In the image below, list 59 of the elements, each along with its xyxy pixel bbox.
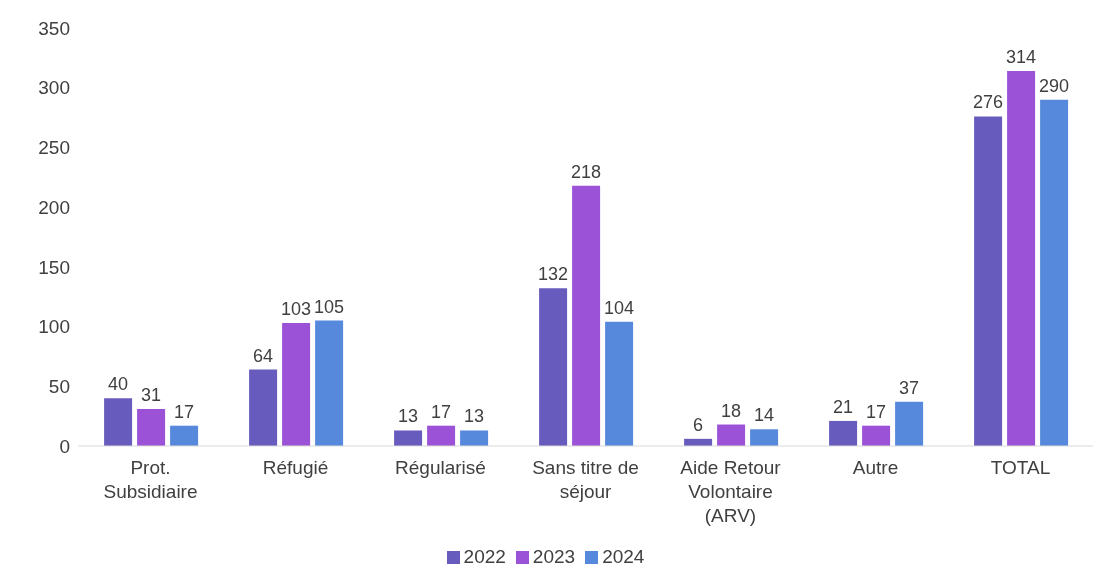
bar: [104, 398, 133, 446]
y-tick-label: 350: [38, 17, 70, 39]
bar: [572, 185, 601, 446]
bar: [750, 429, 779, 446]
bar: [1007, 70, 1036, 446]
bar: [1040, 99, 1069, 446]
bar: [427, 425, 456, 446]
data-label: 290: [1039, 75, 1070, 96]
data-label: 103: [281, 298, 312, 319]
bar: [862, 425, 891, 446]
legend-label: 2023: [532, 546, 576, 567]
data-label: 132: [538, 264, 569, 285]
data-label: 17: [866, 401, 887, 422]
y-tick-label: 150: [38, 256, 70, 278]
data-label: 13: [464, 406, 485, 427]
bar: [460, 430, 489, 446]
data-label: 104: [604, 297, 635, 318]
data-label: 37: [899, 377, 920, 398]
bar: [394, 430, 423, 446]
data-label: 17: [174, 401, 195, 422]
data-label: 40: [108, 374, 129, 395]
data-label: 13: [398, 406, 419, 427]
y-tick-label: 300: [38, 77, 70, 99]
y-tick-label: 250: [38, 137, 70, 159]
y-tick-label: 50: [48, 376, 70, 398]
bar: [137, 408, 166, 446]
y-tick-label: 100: [38, 316, 70, 338]
x-tick-label: Autre: [852, 457, 899, 478]
data-label: 276: [973, 92, 1004, 113]
bar: [895, 401, 924, 446]
x-tick-label: Réfugié: [262, 457, 329, 478]
bar: [315, 320, 344, 446]
bar: [170, 425, 199, 446]
x-tick-label: TOTAL: [990, 457, 1051, 478]
data-label: 14: [754, 405, 775, 426]
y-tick-label: 200: [38, 196, 70, 218]
legend-label: 2024: [602, 546, 645, 567]
legend-label: 2022: [463, 546, 506, 567]
data-label: 105: [314, 296, 345, 317]
data-label: 6: [693, 414, 704, 435]
bar: [539, 288, 568, 446]
x-tick-label: Aide Retour Volontaire (ARV): [680, 457, 782, 526]
bar: [249, 369, 278, 446]
bar: [282, 322, 311, 446]
data-label: 17: [431, 401, 452, 422]
bar: [974, 116, 1003, 446]
y-tick-label: 0: [59, 435, 70, 457]
x-tick-label: Prot. Subsidiaire: [103, 457, 198, 502]
x-tick-label: Sans titre de séjour: [532, 457, 639, 502]
data-label: 314: [1006, 46, 1037, 67]
data-label: 18: [721, 400, 742, 421]
bar: [717, 424, 746, 446]
data-label: 31: [141, 384, 162, 405]
data-label: 218: [571, 161, 602, 182]
data-label: 64: [253, 345, 274, 366]
data-label: 21: [833, 396, 854, 417]
bar: [605, 321, 634, 446]
bar: [829, 420, 858, 446]
x-tick-label: Régularisé: [395, 457, 486, 478]
